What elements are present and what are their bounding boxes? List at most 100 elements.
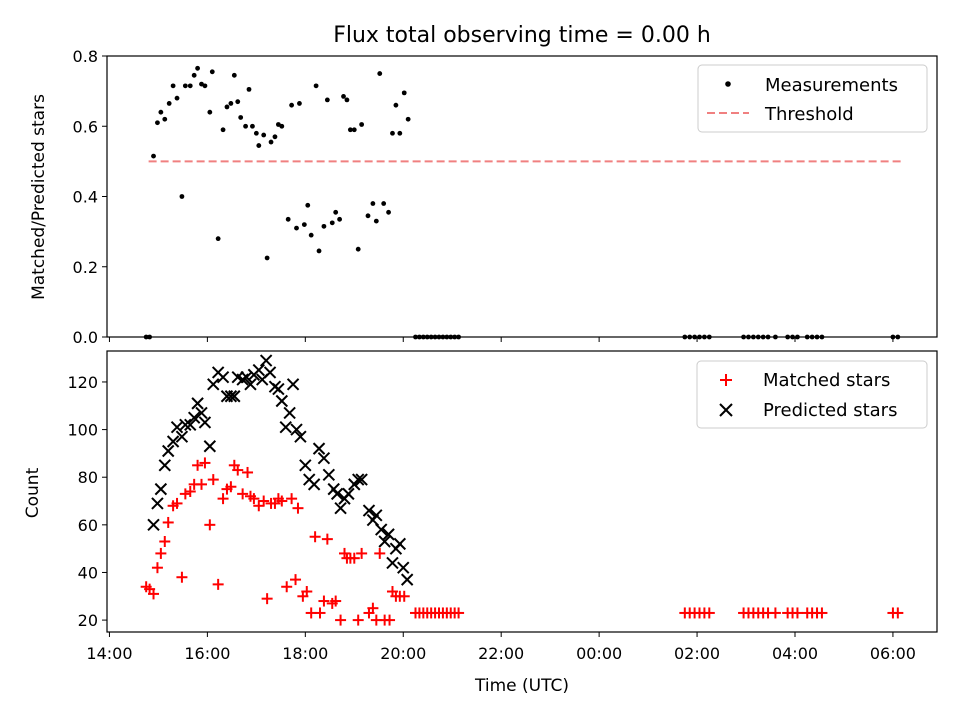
measurement-point [215, 236, 221, 242]
matched-star-point [171, 497, 183, 509]
measurement-point [316, 248, 322, 254]
matched-star-point [453, 607, 465, 619]
x-stroke [355, 473, 368, 486]
predicted-star-point [382, 528, 395, 541]
predicted-star-point [191, 397, 204, 410]
measurement-point [297, 101, 302, 106]
matched-star-point [290, 574, 302, 586]
measurement-point [390, 130, 395, 136]
bottom-y-tick-label: 100 [67, 421, 98, 440]
predicted-star-point [147, 518, 160, 532]
bottom-panel: Count Time (UTC) 20 40 60 80 100 120 14:00 16:0… [23, 350, 938, 696]
predicted-star-point [283, 406, 296, 420]
measurement-point [268, 139, 274, 145]
matched-star-point [253, 500, 265, 512]
predicted-star-point [307, 478, 321, 491]
bottom-y-tick-label: 20 [78, 611, 98, 630]
x-stroke [317, 451, 331, 465]
x-tick-label: 06:00 [870, 644, 916, 663]
measurement-point [305, 202, 311, 208]
measurement-point [158, 109, 164, 115]
predicted-star-point [244, 378, 257, 391]
legend-matched-label: Matched stars [763, 370, 890, 391]
predicted-star-point [397, 561, 410, 574]
top-legend-box [697, 64, 928, 133]
x-stroke [154, 482, 168, 496]
predicted-star-point [342, 487, 355, 501]
x-stroke [203, 440, 217, 453]
x-tick-label: 14:00 [86, 644, 132, 663]
measurement-point [355, 246, 361, 252]
matched-star-point [151, 562, 163, 574]
predicted-star-point [252, 363, 266, 377]
x-stroke [334, 501, 347, 515]
measurement-point [207, 109, 213, 115]
measurement-point [243, 123, 248, 129]
measurement-point [170, 83, 176, 89]
measurement-point [191, 72, 197, 78]
measurement-point [308, 232, 314, 238]
measurement-point [294, 225, 299, 231]
bottom-y-tick-label: 60 [78, 516, 98, 535]
bottom-y-axis-label: Count [23, 467, 43, 518]
x-stroke [158, 459, 171, 472]
measurement-point [397, 130, 403, 136]
legend-measurements-marker [725, 81, 731, 87]
measurement-point [359, 122, 365, 127]
matched-star-point [384, 614, 396, 626]
matched-star-point [159, 536, 171, 548]
measurement-point [174, 95, 180, 101]
matched-star-point [261, 593, 273, 605]
predicted-star-point [151, 497, 164, 510]
matched-star-point [769, 607, 781, 619]
bottom-plot-frame [106, 350, 938, 633]
measurement-point [209, 69, 215, 75]
measurement-point [162, 116, 168, 122]
matched-star-point [232, 464, 244, 476]
x-tick-label: 00:00 [576, 644, 622, 663]
bottom-y-tick-label: 40 [78, 563, 98, 582]
measurement-point [405, 116, 411, 122]
legend-predicted-marker [719, 403, 733, 417]
top-axis-ticks: 0.0 0.2 0.4 0.6 0.8 [73, 47, 894, 347]
measurement-point [187, 83, 193, 89]
top-legend: Measurements Threshold [697, 64, 928, 133]
x-stroke [382, 528, 395, 541]
predicted-star-point [263, 366, 277, 379]
matched-star-point [258, 495, 270, 507]
measurement-point [329, 220, 335, 226]
measurement-point [337, 216, 342, 222]
x-stroke [375, 523, 388, 536]
matched-star-point [248, 493, 260, 505]
x-stroke [166, 435, 180, 448]
measurement-point [261, 132, 267, 138]
x-tick-label: 18:00 [282, 644, 328, 663]
x-stroke [195, 406, 208, 420]
predicted-star-point [207, 378, 220, 391]
matched-star-point [179, 488, 191, 500]
matched-star-point [338, 547, 350, 559]
matched-star-point [367, 602, 379, 614]
top-y-tick-label: 0.6 [73, 117, 98, 136]
predicted-star-point [175, 430, 189, 443]
predicted-star-point [330, 487, 344, 501]
predicted-star-point [224, 390, 238, 403]
x-stroke [198, 416, 212, 429]
matched-star-point [207, 474, 219, 486]
predicted-star-point [299, 459, 312, 472]
measurement-point [231, 72, 237, 78]
measurement-point [195, 65, 200, 71]
x-stroke [342, 487, 355, 501]
matched-star-point [281, 581, 293, 593]
predicted-star-point [378, 535, 391, 548]
x-stroke [147, 518, 160, 532]
measurement-point [238, 115, 244, 120]
x-stroke [397, 561, 410, 574]
matched-star-point [816, 607, 828, 619]
x-tick-label: 04:00 [772, 644, 818, 663]
matched-star-point [242, 466, 254, 478]
x-axis-label: Time (UTC) [474, 676, 569, 696]
predicted-star-point [240, 370, 253, 384]
measurement-point [386, 209, 391, 215]
bottom-axis-ticks: 20 40 60 80 100 120 14:00 16:00 18:00 20:00 22:00 0… [67, 373, 916, 663]
